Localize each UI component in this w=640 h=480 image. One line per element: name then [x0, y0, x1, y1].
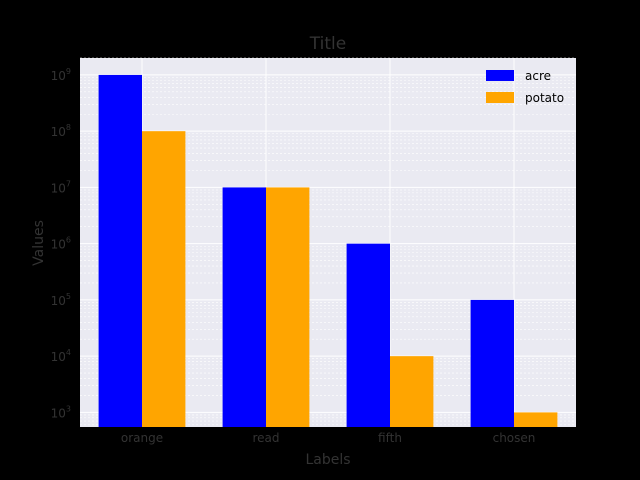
legend-swatch	[486, 92, 514, 103]
bar-potato-orange	[142, 131, 186, 428]
legend-swatch	[486, 70, 514, 81]
x-tick-label: chosen	[493, 431, 536, 445]
bar-acre-read	[222, 187, 266, 427]
bars	[98, 74, 558, 428]
y-tick-label: 106	[51, 236, 71, 252]
legend-label: acre	[525, 69, 551, 83]
y-tick-label: 109	[51, 67, 71, 83]
x-axis-label: Labels	[305, 452, 350, 468]
bar-acre-chosen	[470, 299, 514, 427]
y-tick-label: 103	[51, 404, 71, 420]
y-tick-label: 104	[51, 348, 71, 364]
bar-acre-orange	[98, 74, 142, 427]
x-axis-ticks: orange read fifth chosen	[121, 431, 536, 445]
bar-potato-fifth	[390, 356, 434, 427]
bar-acre-fifth	[346, 243, 390, 427]
x-tick-label: fifth	[378, 431, 402, 445]
y-tick-label: 107	[51, 179, 71, 195]
y-tick-label: 108	[51, 123, 71, 139]
y-tick-label: 105	[51, 292, 71, 308]
bar-potato-chosen	[514, 412, 558, 427]
chart-title: Title	[309, 34, 346, 54]
x-tick-label: read	[252, 431, 279, 445]
bar-potato-read	[266, 187, 310, 427]
legend: acre potato	[486, 69, 564, 105]
y-axis-label: Values	[31, 220, 47, 266]
y-axis-ticks: 103 104 105 106 107 108 109	[51, 67, 71, 420]
legend-label: potato	[525, 91, 564, 105]
x-tick-label: orange	[121, 431, 163, 445]
